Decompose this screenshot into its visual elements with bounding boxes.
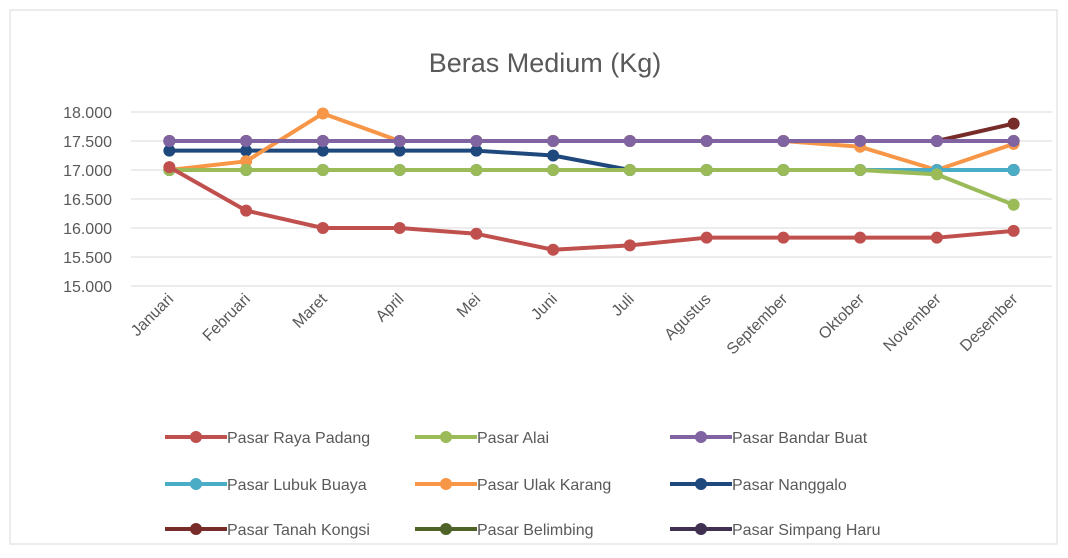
point — [1007, 164, 1020, 176]
point — [240, 135, 253, 147]
y-tick-label: 17.500 — [63, 134, 112, 151]
y-tick-label: 15.000 — [63, 279, 112, 296]
point — [163, 135, 176, 147]
point — [547, 243, 560, 256]
point — [930, 231, 943, 244]
legend-marker — [695, 431, 707, 443]
point — [163, 161, 176, 174]
legend-marker — [190, 431, 202, 443]
point — [393, 144, 406, 157]
legend-label: Pasar Tanah Kongsi — [227, 522, 370, 539]
y-tick-label: 18.000 — [63, 105, 112, 122]
point — [163, 144, 176, 157]
legend-label: Pasar Lubuk Buaya — [227, 477, 367, 494]
point — [1007, 135, 1020, 147]
point — [547, 149, 560, 162]
point — [547, 164, 560, 176]
legend-marker — [440, 523, 452, 535]
point — [1007, 224, 1020, 237]
point — [930, 135, 943, 147]
legend-marker — [440, 478, 452, 490]
legend-label: Pasar Ulak Karang — [477, 477, 611, 494]
legend-marker — [440, 431, 452, 443]
point — [393, 222, 406, 234]
legend-marker — [695, 523, 707, 535]
point — [316, 164, 329, 176]
legend-marker — [695, 478, 707, 490]
legend-label: Pasar Simpang Haru — [732, 522, 881, 539]
point — [623, 239, 636, 252]
legend-label: Pasar Nanggalo — [732, 477, 847, 494]
y-tick-label: 16.000 — [63, 221, 112, 238]
point — [1007, 117, 1020, 130]
series-line — [168, 165, 1014, 252]
point — [316, 144, 329, 157]
chart-border — [9, 9, 1058, 545]
point — [316, 222, 329, 234]
legend-label: Pasar Alai — [477, 430, 549, 447]
point — [623, 135, 636, 147]
point — [316, 135, 329, 147]
point — [854, 164, 867, 176]
legend-label: Pasar Belimbing — [477, 522, 594, 539]
point — [316, 107, 329, 120]
point — [470, 135, 483, 147]
point — [547, 135, 560, 147]
point — [393, 164, 406, 176]
legend-marker — [190, 523, 202, 535]
point — [240, 164, 253, 176]
legend-marker — [190, 478, 202, 490]
point — [240, 155, 253, 168]
point — [930, 168, 943, 181]
point — [1007, 198, 1020, 211]
point — [470, 227, 483, 240]
point — [777, 231, 790, 244]
y-tick-label: 16.500 — [63, 192, 112, 209]
point — [470, 144, 483, 157]
point — [240, 204, 253, 217]
point — [854, 135, 867, 147]
point — [393, 135, 406, 147]
legend-label: Pasar Raya Padang — [227, 430, 370, 447]
legend-label: Pasar Bandar Buat — [732, 430, 868, 447]
point — [700, 135, 713, 147]
point — [700, 231, 713, 244]
point — [700, 164, 713, 176]
point — [777, 135, 790, 147]
chart-title: Beras Medium (Kg) — [429, 48, 662, 78]
point — [470, 164, 483, 176]
point — [854, 231, 867, 244]
point — [777, 164, 790, 176]
point — [240, 144, 253, 157]
y-tick-label: 15.500 — [63, 250, 112, 267]
y-tick-label: 17.000 — [63, 163, 112, 180]
point — [623, 164, 636, 176]
series-line — [169, 168, 1015, 207]
